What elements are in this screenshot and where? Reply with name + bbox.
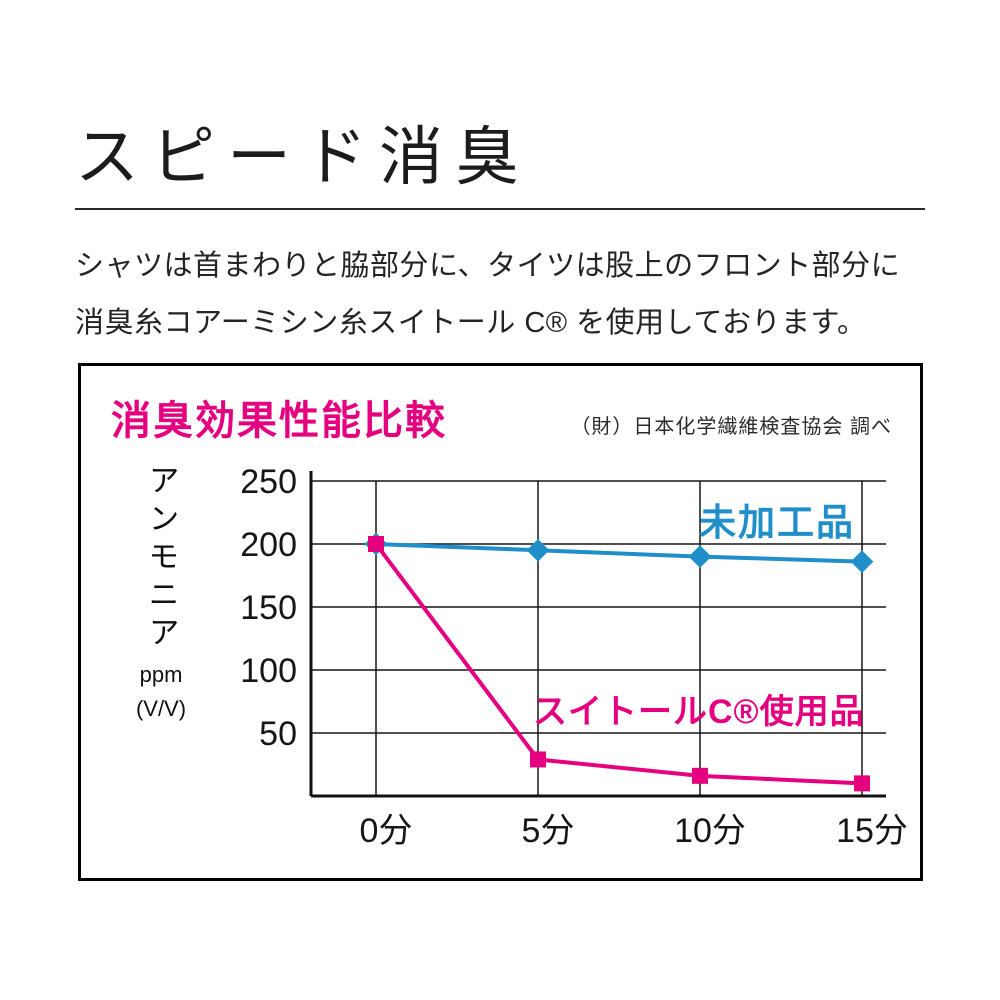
series-label-untreated: 未加工品 [699,502,855,543]
svg-text:200: 200 [240,526,297,564]
chart-panel: 250 200 150 100 50 0分 5分 10分 15分 消臭効果性能比較 （財）日本化… [78,363,923,881]
intro-line-2: 消臭糸コアーミシン糸スイトール C® を使用しております。 [75,306,867,339]
intro-text: シャツは首まわりと脇部分に、タイツは股上のフロント部分に 消臭糸コアーミシン糸ス… [75,238,900,351]
svg-text:5分: 5分 [522,812,575,850]
svg-text:150: 150 [240,589,297,627]
intro-line-1: シャツは首まわりと脇部分に、タイツは股上のフロント部分に [75,250,901,282]
y-axis-label-block: アンモニア ppm (V/V) [121,464,201,722]
svg-text:50: 50 [259,715,297,753]
svg-text:250: 250 [240,463,297,501]
title-underline [75,208,925,210]
y-axis-unit-ppm: ppm [139,662,183,687]
svg-text:15分: 15分 [836,812,908,850]
page-title: スピード消臭 [75,122,531,193]
deodorizing-comparison-chart: 250 200 150 100 50 0分 5分 10分 15分 [240,463,908,850]
svg-text:10分: 10分 [674,812,746,850]
svg-text:0分: 0分 [360,812,413,850]
y-axis-unit-vv: (V/V) [135,696,187,721]
series-label-treated: スイトールC®使用品 [533,693,865,731]
svg-text:100: 100 [240,652,297,690]
chart-title: 消臭効果性能比較 [111,399,447,443]
chart-source-note: （財）日本化学繊維検査協会 調べ [570,416,892,438]
y-axis-label: アンモニア [143,464,179,654]
